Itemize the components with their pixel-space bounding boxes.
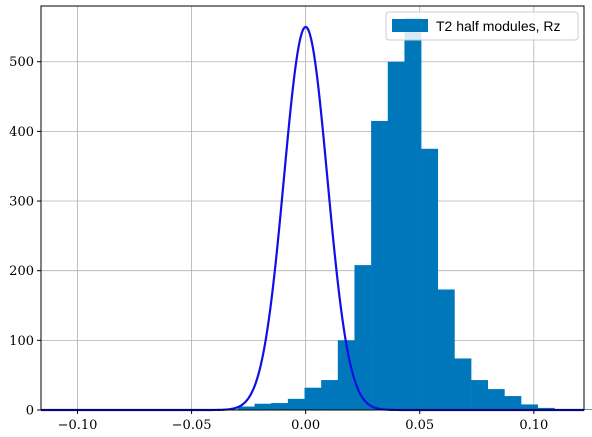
histogram-bar xyxy=(237,406,255,410)
x-tick-label: 0.10 xyxy=(519,418,548,433)
histogram-bar xyxy=(387,61,405,411)
histogram-bar xyxy=(371,120,389,411)
y-tick-label: 200 xyxy=(9,264,34,279)
axis-ticks: −0.10 −0.05 0.00 0.05 0.10 0 100 200 300 400 500 xyxy=(9,55,548,433)
legend-box xyxy=(385,11,579,41)
histogram-bar xyxy=(504,396,522,410)
histogram-bar xyxy=(271,403,289,410)
y-tick-label: 100 xyxy=(9,334,34,349)
x-tick-label: −0.10 xyxy=(58,418,98,433)
histogram-bar xyxy=(487,389,505,410)
legend-swatch xyxy=(392,19,428,32)
histogram-bar xyxy=(287,398,305,410)
y-tick-label: 300 xyxy=(9,195,34,210)
y-tick-label: 500 xyxy=(9,55,34,70)
histogram-bar xyxy=(321,380,339,410)
histogram-bar xyxy=(521,404,538,410)
histogram-bar xyxy=(354,265,372,410)
histogram-bar xyxy=(471,380,489,410)
x-tick-label: −0.05 xyxy=(172,418,212,433)
x-tick-label: 0.00 xyxy=(291,418,320,433)
histogram-bar xyxy=(421,148,439,411)
histogram-bar xyxy=(437,289,455,410)
y-tick-label: 0 xyxy=(26,404,34,419)
histogram-bar xyxy=(454,358,472,410)
grid-lines xyxy=(41,6,584,411)
plot-frame xyxy=(40,5,585,411)
histogram-bar xyxy=(304,387,322,410)
legend-label: T2 half modules, Rz xyxy=(436,18,561,34)
histogram-bar xyxy=(254,403,272,410)
histogram-bar xyxy=(587,409,592,410)
histogram-bar xyxy=(337,340,355,410)
x-tick-label: 0.05 xyxy=(405,418,434,433)
gaussian-fit-line xyxy=(41,25,584,412)
legend: T2 half modules, Rz xyxy=(385,11,579,41)
histogram-bar xyxy=(404,17,422,411)
y-tick-label: 400 xyxy=(9,125,34,140)
histogram-bars xyxy=(54,17,592,411)
